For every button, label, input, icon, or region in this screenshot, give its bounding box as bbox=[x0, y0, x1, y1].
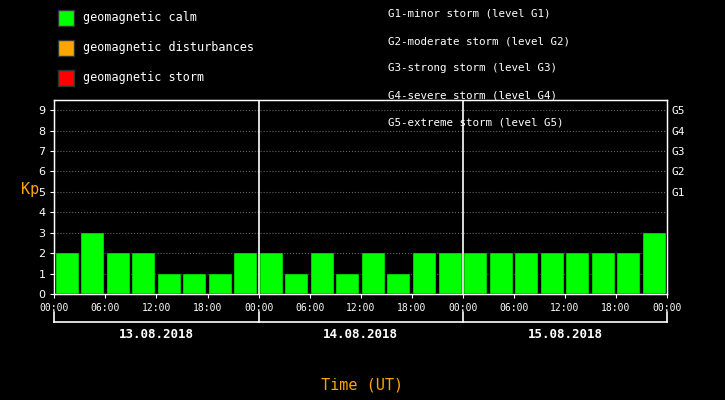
Text: geomagnetic storm: geomagnetic storm bbox=[83, 72, 204, 84]
Text: G4-severe storm (level G4): G4-severe storm (level G4) bbox=[388, 91, 557, 101]
Y-axis label: Kp: Kp bbox=[21, 182, 39, 197]
Bar bbox=[439, 253, 462, 294]
Text: G1-minor storm (level G1): G1-minor storm (level G1) bbox=[388, 9, 550, 19]
Bar bbox=[362, 253, 385, 294]
Bar bbox=[387, 274, 410, 294]
Text: Time (UT): Time (UT) bbox=[321, 377, 404, 392]
Bar bbox=[107, 253, 130, 294]
Bar bbox=[541, 253, 563, 294]
Bar bbox=[566, 253, 589, 294]
Bar bbox=[81, 233, 104, 294]
Bar bbox=[464, 253, 487, 294]
Bar bbox=[413, 253, 436, 294]
Text: geomagnetic calm: geomagnetic calm bbox=[83, 12, 196, 24]
Text: 13.08.2018: 13.08.2018 bbox=[119, 328, 194, 341]
Bar bbox=[158, 274, 181, 294]
Text: 14.08.2018: 14.08.2018 bbox=[323, 328, 398, 341]
Bar bbox=[336, 274, 360, 294]
Bar bbox=[234, 253, 257, 294]
Text: 15.08.2018: 15.08.2018 bbox=[527, 328, 602, 341]
Text: G3-strong storm (level G3): G3-strong storm (level G3) bbox=[388, 64, 557, 74]
Text: G5-extreme storm (level G5): G5-extreme storm (level G5) bbox=[388, 118, 563, 128]
Bar bbox=[56, 253, 78, 294]
Text: geomagnetic disturbances: geomagnetic disturbances bbox=[83, 42, 254, 54]
Bar bbox=[643, 233, 666, 294]
Bar bbox=[592, 253, 615, 294]
Bar bbox=[132, 253, 155, 294]
Bar bbox=[286, 274, 308, 294]
Bar bbox=[183, 274, 206, 294]
Bar bbox=[311, 253, 334, 294]
Bar bbox=[617, 253, 640, 294]
Bar bbox=[209, 274, 232, 294]
Bar bbox=[489, 253, 513, 294]
Bar bbox=[515, 253, 538, 294]
Text: G2-moderate storm (level G2): G2-moderate storm (level G2) bbox=[388, 36, 570, 46]
Bar bbox=[260, 253, 283, 294]
